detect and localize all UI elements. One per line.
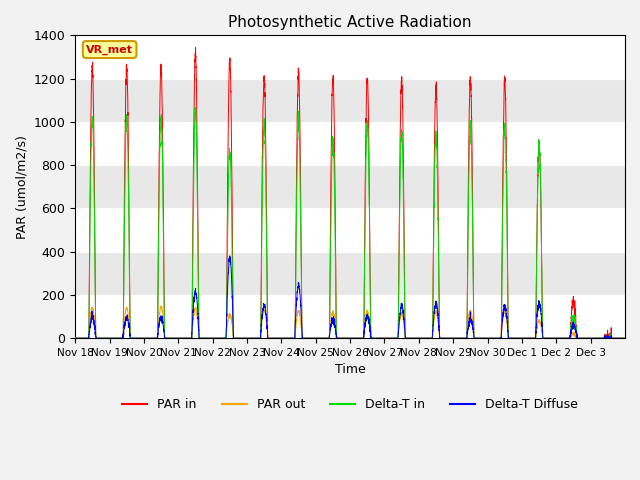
PAR out [528,336,536,341]
Line: Delta-T Diffuse: Delta-T Diffuse [75,256,625,338]
Delta-T in [501,120,509,126]
PAR out [400,319,408,324]
Delta-T in [186,336,193,341]
Line: Delta-T in: Delta-T in [75,107,625,338]
PAR in [528,336,536,341]
Delta-T in [371,336,378,341]
Delta-T Diffuse [226,253,234,259]
PAR in [621,336,629,341]
PAR in [400,206,408,212]
PAR out [71,336,79,341]
PAR in [71,336,79,341]
Delta-T Diffuse [501,307,509,312]
PAR out [501,308,509,313]
Delta-T in [71,336,79,341]
Bar [75,208,625,252]
PAR out [157,303,165,309]
PAR in [192,45,200,50]
Line: PAR in: PAR in [75,48,625,338]
PAR in [371,336,378,341]
Bar [75,36,625,79]
Delta-T Diffuse [528,336,536,341]
Delta-T Diffuse [371,336,378,341]
PAR out [621,336,629,341]
Delta-T Diffuse [400,317,408,323]
Line: PAR out: PAR out [75,306,625,338]
PAR out [542,336,550,341]
Title: Photosynthetic Active Radiation: Photosynthetic Active Radiation [228,15,472,30]
PAR out [371,336,378,341]
PAR out [186,336,193,341]
Delta-T in [542,336,550,341]
Delta-T Diffuse [621,336,629,341]
PAR in [501,75,509,81]
Delta-T in [621,336,629,341]
PAR in [186,336,193,341]
Delta-T in [528,336,536,341]
Bar [75,122,625,165]
Y-axis label: PAR (umol/m2/s): PAR (umol/m2/s) [15,135,28,239]
Bar [75,295,625,338]
Delta-T Diffuse [186,336,193,341]
PAR in [542,336,550,341]
Delta-T Diffuse [71,336,79,341]
X-axis label: Time: Time [335,363,365,376]
Text: VR_met: VR_met [86,45,133,55]
Delta-T Diffuse [542,336,550,341]
Delta-T in [191,104,199,110]
Delta-T in [400,238,408,244]
Legend: PAR in, PAR out, Delta-T in, Delta-T Diffuse: PAR in, PAR out, Delta-T in, Delta-T Dif… [117,393,583,416]
